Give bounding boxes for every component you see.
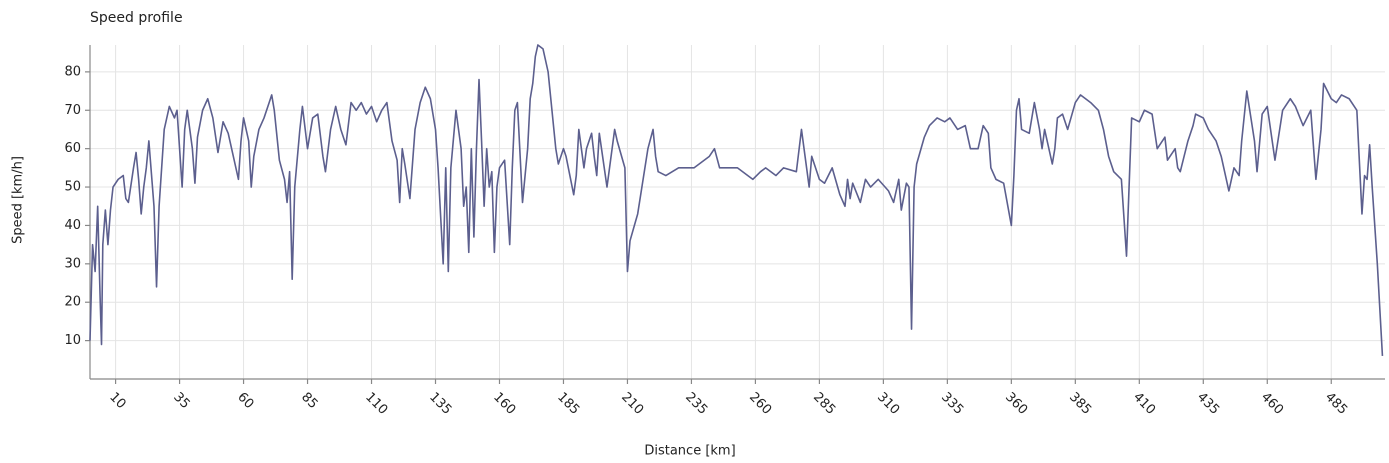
x-tick-label: 310 [874,390,902,418]
x-tick-label: 410 [1130,390,1158,418]
y-tick-label: 60 [64,141,81,156]
x-tick-label: 160 [490,390,518,418]
y-axis-label: Speed [km/h] [11,156,26,244]
x-tick-label: 360 [1002,390,1030,418]
y-tick-label: 80 [64,64,81,79]
x-tick-label: 260 [746,390,774,418]
x-tick-label: 35 [170,390,192,412]
x-tick-label: 85 [298,390,320,412]
x-tick-label: 10 [106,390,128,412]
x-tick-label: 385 [1066,390,1094,418]
x-tick-label: 485 [1322,390,1350,418]
x-tick-label: 460 [1258,390,1286,418]
chart-title: Speed profile [90,10,183,26]
speed-line [89,44,1384,357]
y-tick-label: 70 [64,103,81,118]
x-tick-label: 235 [682,390,710,418]
x-tick-label: 435 [1194,390,1222,418]
y-tick-label: 10 [64,333,81,348]
y-tick-label: 30 [64,256,81,271]
x-tick-label: 135 [426,390,454,418]
x-tick-label: 110 [362,390,390,418]
y-tick-label: 20 [64,295,81,310]
y-tick-label: 50 [64,180,81,195]
x-tick-label: 335 [938,390,966,418]
x-tick-label: 210 [618,390,646,418]
x-tick-label: 60 [234,390,256,412]
x-axis-label: Distance [km] [644,444,735,459]
y-tick-label: 40 [64,218,81,233]
x-tick-label: 185 [554,390,582,418]
x-tick-label: 285 [810,390,838,418]
